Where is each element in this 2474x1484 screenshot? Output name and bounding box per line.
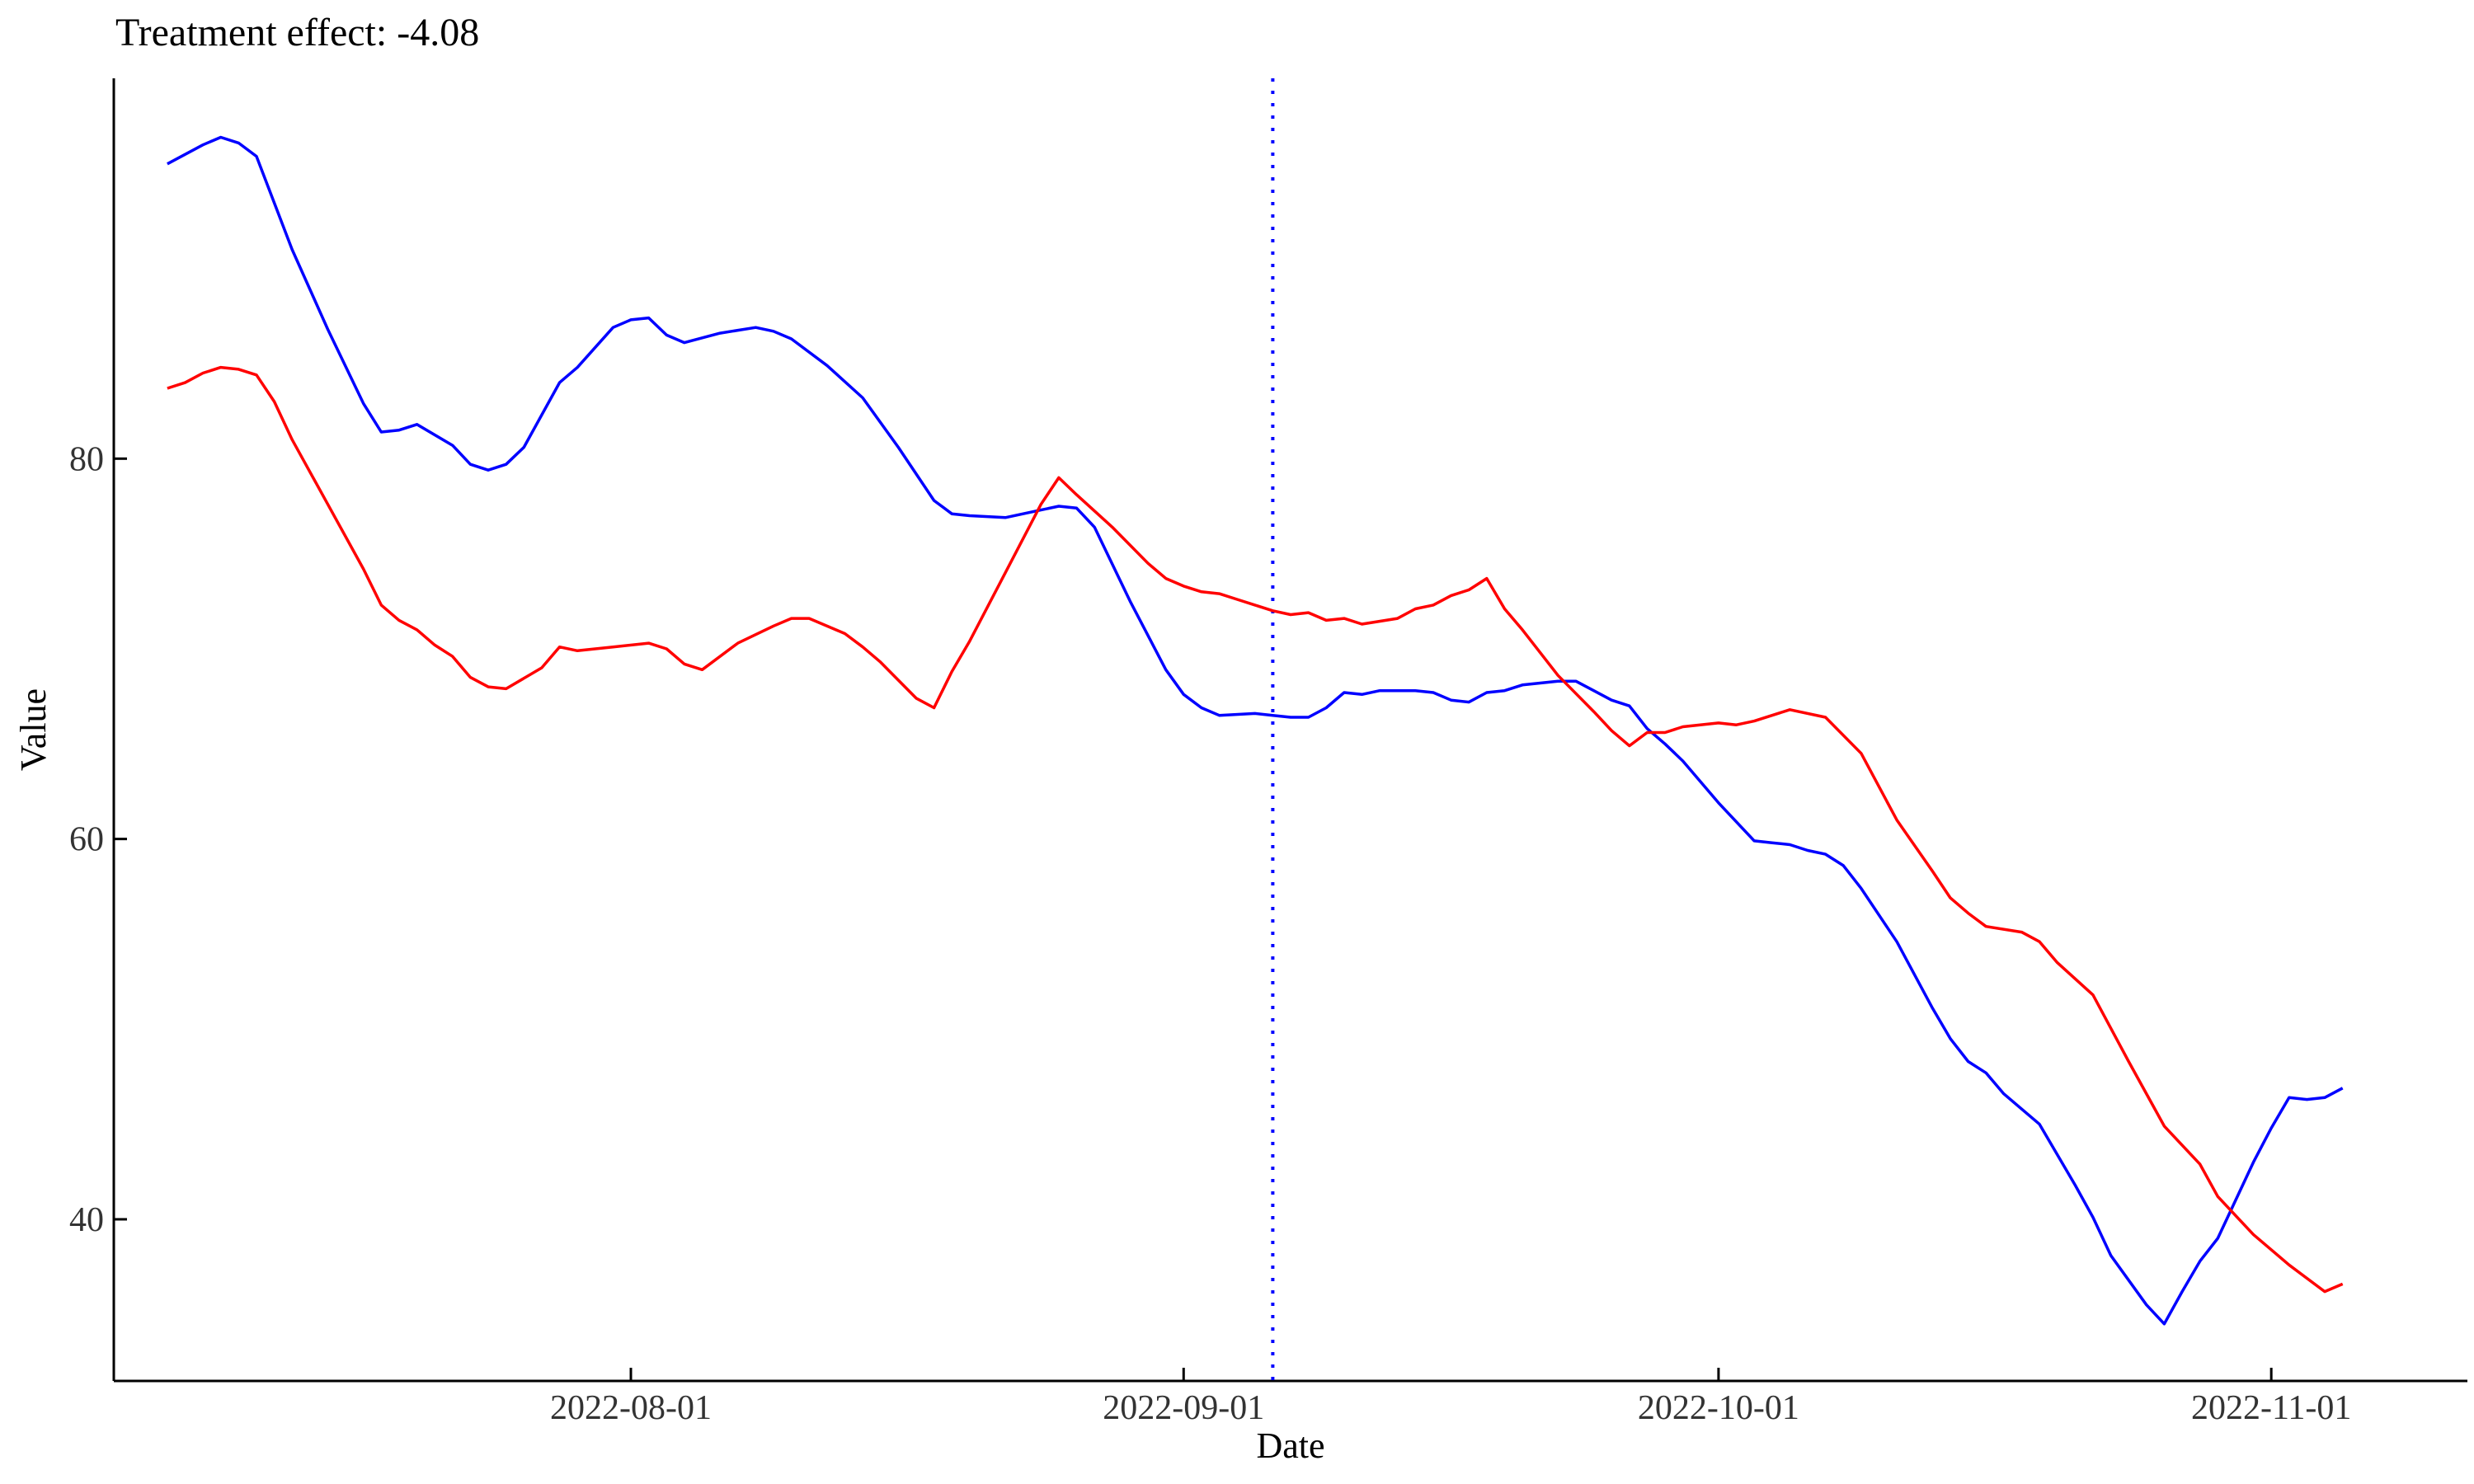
y-axis-label: Value — [13, 688, 54, 771]
y-tick-label: 40 — [69, 1201, 104, 1239]
chart-title: Treatment effect: -4.08 — [115, 11, 479, 54]
x-axis-label: Date — [1256, 1425, 1324, 1466]
series-line-blue — [167, 135, 2344, 1326]
x-tick-label: 2022-10-01 — [1638, 1389, 1799, 1427]
series-line-red — [167, 365, 2344, 1294]
x-tick-label: 2022-08-01 — [550, 1389, 712, 1427]
y-tick-label: 60 — [69, 821, 104, 859]
plot-area: 40 60 80 2022-08-01 2022-09-01 2022-10-01 2022… — [69, 78, 2467, 1427]
x-tick-label: 2022-11-01 — [2191, 1389, 2351, 1427]
x-tick-label: 2022-09-01 — [1103, 1389, 1264, 1427]
y-tick-label: 80 — [69, 440, 104, 478]
